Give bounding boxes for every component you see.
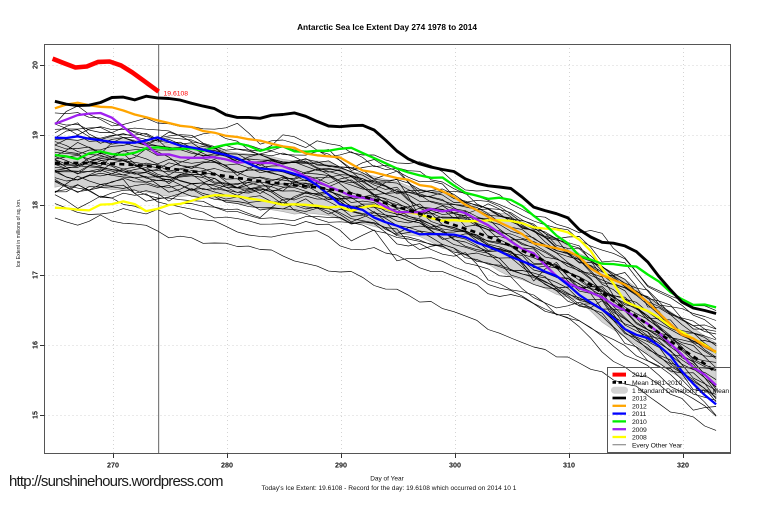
svg-text:2012: 2012 [632, 403, 647, 410]
svg-text:16: 16 [31, 341, 40, 349]
svg-text:2013: 2013 [632, 396, 647, 403]
svg-text:Mean 1981-2010: Mean 1981-2010 [632, 380, 682, 387]
svg-text:2010: 2010 [632, 419, 647, 426]
svg-text:2011: 2011 [632, 411, 647, 418]
svg-text:Antarctic Sea Ice Extent Day 2: Antarctic Sea Ice Extent Day 274 1978 to… [297, 22, 477, 32]
svg-text:19: 19 [31, 131, 40, 139]
svg-text:290: 290 [335, 461, 347, 470]
svg-text:270: 270 [107, 461, 119, 470]
svg-text:320: 320 [677, 461, 689, 470]
svg-text:Day of Year: Day of Year [370, 476, 404, 483]
svg-text:15: 15 [31, 411, 40, 419]
svg-text:280: 280 [221, 461, 233, 470]
svg-text:20: 20 [31, 61, 40, 69]
svg-text:2014: 2014 [632, 372, 647, 379]
svg-text:2009: 2009 [632, 427, 647, 434]
svg-text:1 Standard Deviation From Mean: 1 Standard Deviation From Mean [632, 388, 729, 395]
svg-text:19.6108: 19.6108 [164, 91, 189, 98]
svg-text:Today's Ice Extent: 19.6108 -: Today's Ice Extent: 19.6108 - Record for… [262, 485, 517, 492]
svg-text:17: 17 [31, 271, 40, 279]
svg-text:18: 18 [31, 201, 40, 209]
svg-text:2008: 2008 [632, 435, 647, 442]
svg-text:310: 310 [563, 461, 575, 470]
svg-text:300: 300 [449, 461, 461, 470]
svg-text:Every Other Year: Every Other Year [632, 442, 683, 449]
svg-text:Ice Extent in millions of sq.: Ice Extent in millions of sq. km. [16, 199, 22, 268]
svg-text:http://sunshinehours.wordpress: http://sunshinehours.wordpress.com [9, 473, 223, 490]
